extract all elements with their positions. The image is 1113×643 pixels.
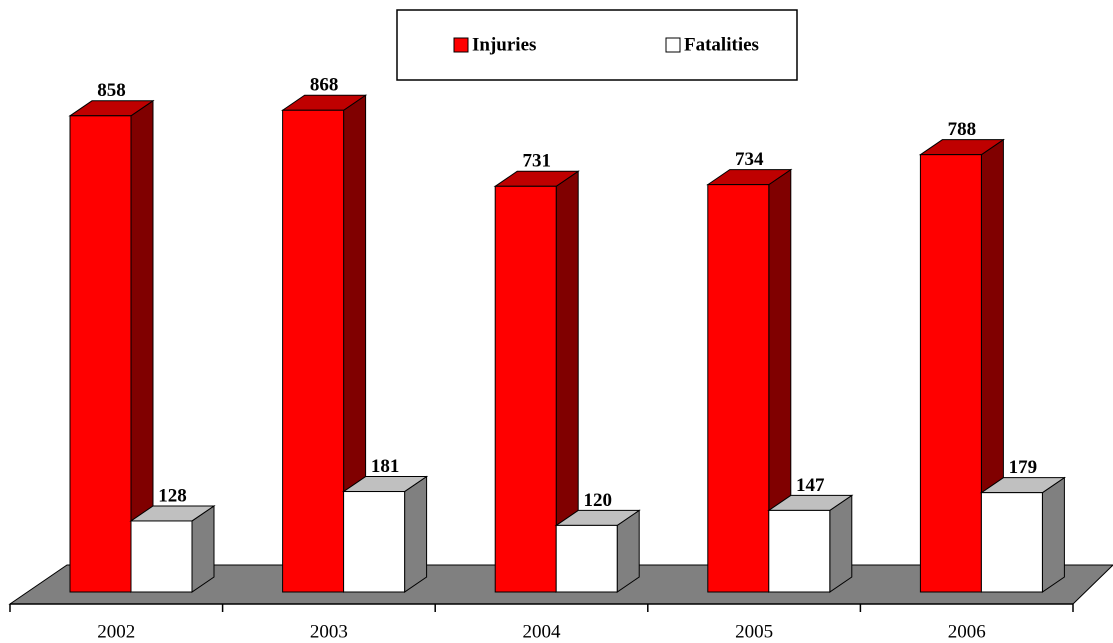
bar [555, 524, 618, 593]
legend-label: Injuries [472, 34, 536, 55]
data-label: 788 [948, 119, 977, 140]
legend-swatch [665, 37, 681, 53]
x-tick-label: 2005 [735, 621, 773, 642]
data-label: 181 [371, 456, 400, 477]
legend-label: Fatalities [684, 34, 759, 55]
bar [282, 109, 345, 593]
data-label: 868 [310, 75, 339, 96]
bar [69, 115, 132, 593]
x-tick-label: 2004 [523, 621, 562, 642]
bar [494, 185, 557, 593]
data-label: 731 [522, 151, 551, 172]
x-tick-label: 2006 [948, 621, 986, 642]
bar-side [1041, 476, 1065, 593]
bar [919, 154, 982, 593]
bar-side [829, 494, 853, 593]
bar [707, 184, 770, 593]
x-tick-label: 2002 [97, 621, 135, 642]
data-label: 128 [158, 485, 187, 506]
bar [130, 520, 193, 593]
bar [980, 492, 1043, 593]
bar-side [404, 475, 428, 593]
data-label: 147 [796, 475, 825, 496]
data-label: 858 [97, 80, 126, 101]
bar [768, 509, 831, 593]
x-tick-label: 2003 [310, 621, 348, 642]
legend-swatch [453, 37, 469, 53]
data-label: 179 [1009, 457, 1038, 478]
data-label: 120 [583, 490, 612, 511]
data-label: 734 [735, 149, 764, 170]
bar [343, 491, 406, 593]
